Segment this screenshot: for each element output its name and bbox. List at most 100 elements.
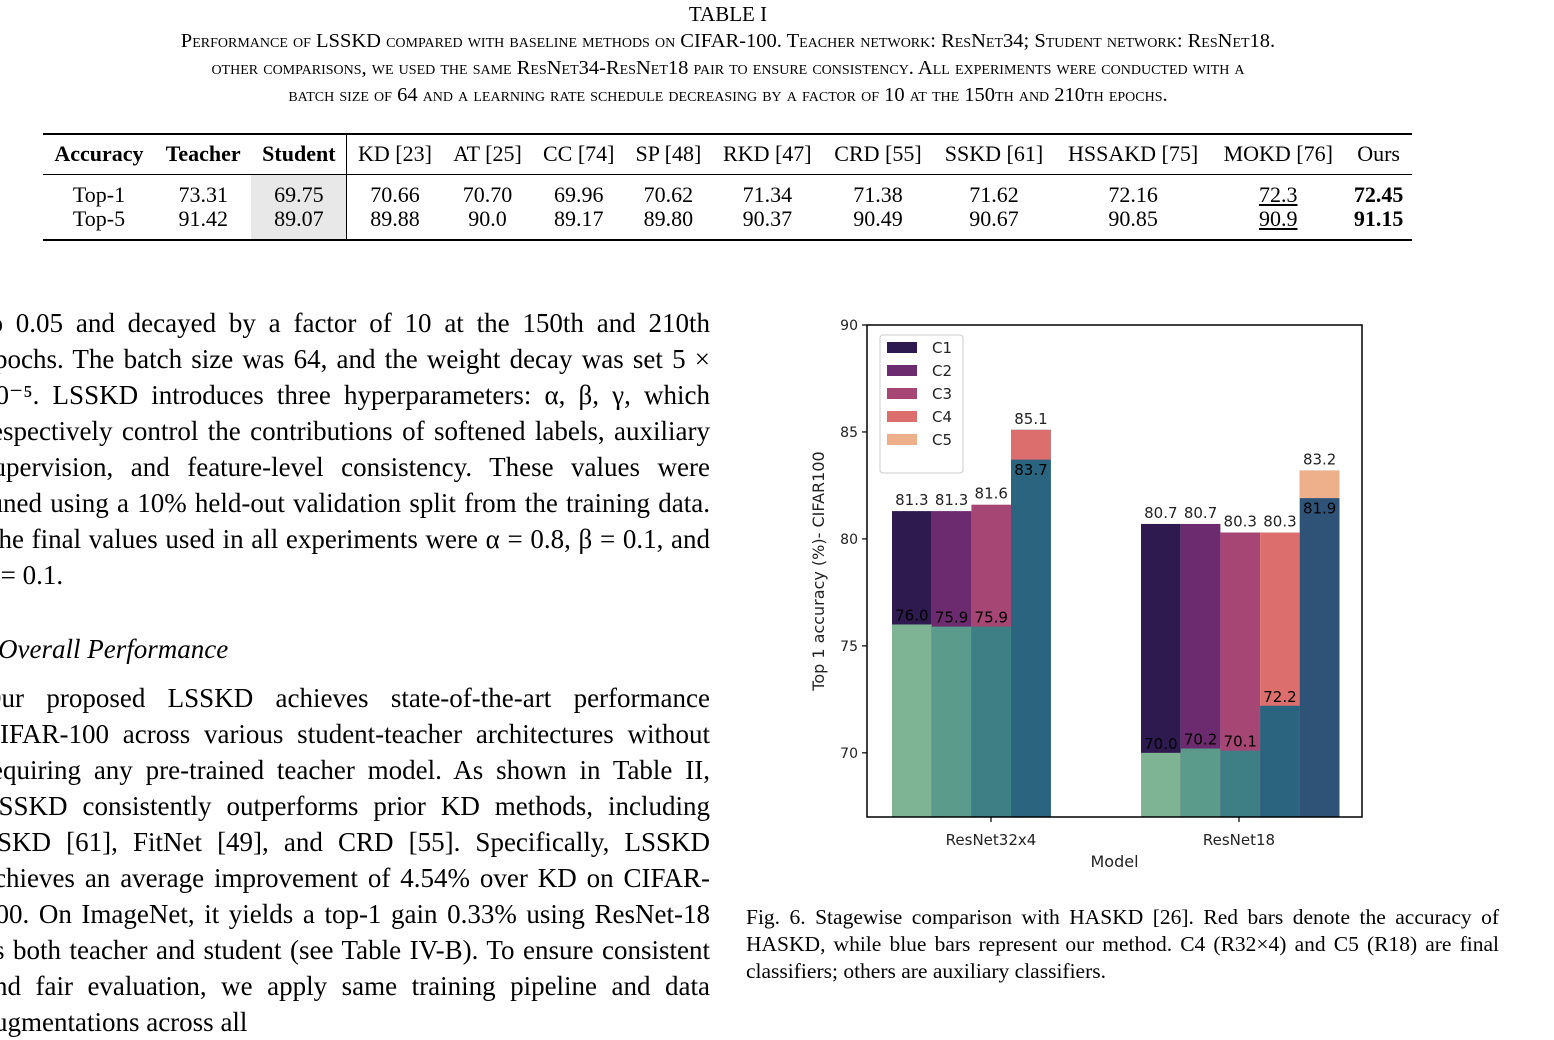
cell-sp: 70.62 [643, 182, 694, 207]
header-cc: CC [74] [532, 134, 626, 175]
haskd-data-label-top: 83.7 [1014, 461, 1047, 479]
haskd-data-label: 80.3 [1263, 512, 1296, 530]
ours-data-label: 75.9 [975, 609, 1008, 627]
cell-crd: 71.38 [853, 182, 903, 207]
cell-hssakd: 90.85 [1108, 206, 1158, 231]
ours-data-label: 76.0 [895, 606, 928, 624]
y-tick-label: 70 [840, 746, 858, 762]
bar-chart: 81.376.081.375.981.675.983.785.183.780.7… [809, 318, 1363, 871]
cell-at: 70.70 [462, 182, 513, 207]
cell-sskd: 71.62 [969, 182, 1019, 207]
paragraph-text: to 0.05 and decayed by a factor of 10 at… [0, 308, 710, 590]
ours-data-label: 85.1 [1014, 410, 1047, 428]
ours-bar [892, 624, 932, 817]
header-accuracy: Accuracy [43, 134, 155, 175]
y-axis-label: Top 1 accuracy (%)- CIFAR100 [809, 451, 828, 691]
legend-label: C5 [932, 431, 952, 449]
table-header-row: Accuracy Teacher Student KD [23] AT [25]… [43, 134, 1412, 175]
cell-cc: 89.17 [553, 206, 604, 231]
header-sp: SP [48] [625, 134, 712, 175]
cell-cc: 69.96 [553, 182, 604, 207]
legend-swatch [887, 411, 917, 422]
body-paragraph-2: Our proposed LSSKD achieves state-of-the… [0, 680, 710, 1040]
y-tick-label: 90 [840, 318, 858, 334]
x-tick-label: ResNet32x4 [946, 831, 1037, 849]
table-caption-line: batch size of 64 and a learning rate sch… [288, 84, 1168, 106]
header-crd: CRD [55] [823, 134, 933, 175]
x-axis-label: Model [1090, 852, 1138, 871]
figure-6: 81.376.081.375.981.675.983.785.183.780.7… [790, 305, 1390, 880]
body-paragraph-1: to 0.05 and decayed by a factor of 10 at… [0, 305, 710, 593]
cell-ours: 72.45 [1353, 182, 1404, 207]
header-ours: Ours [1345, 134, 1412, 175]
header-hssakd: HSSAKD [75] [1054, 134, 1212, 175]
ours-bar [931, 626, 972, 817]
x-tick-label: ResNet18 [1203, 831, 1275, 849]
paragraph-text: Our proposed LSSKD achieves state-of-the… [0, 683, 710, 1037]
legend-label: C3 [932, 385, 952, 403]
ours-bar [1180, 748, 1221, 817]
cell-crd: 90.49 [853, 206, 903, 231]
legend-swatch [887, 342, 917, 353]
legend-swatch [887, 365, 917, 376]
header-student: Student [251, 134, 348, 175]
row-label: Top-5 [72, 206, 126, 231]
results-table: Accuracy Teacher Student KD [23] AT [25]… [43, 133, 1412, 241]
legend-label: C2 [932, 362, 952, 380]
haskd-overlap-segment [1299, 470, 1340, 499]
plot-frame [866, 324, 1363, 818]
header-at: AT [25] [442, 134, 533, 175]
legend-swatch [887, 388, 917, 399]
haskd-data-label: 81.3 [935, 491, 968, 509]
ours-bar-lower [1011, 459, 1051, 817]
haskd-data-label: 80.3 [1224, 512, 1257, 530]
cell-mokd: 72.3 [1259, 182, 1298, 207]
haskd-data-label: 80.7 [1184, 504, 1217, 522]
ours-bar [971, 626, 1012, 817]
ours-data-label: 70.1 [1224, 733, 1257, 751]
y-tick-label: 85 [840, 425, 858, 441]
cell-teacher: 91.42 [178, 206, 228, 231]
ours-data-label: 83.2 [1303, 450, 1336, 468]
cell-kd: 70.66 [370, 182, 420, 207]
figure-caption: Fig. 6. Stagewise comparison with HASKD … [746, 905, 1499, 983]
row-label: Top-1 [72, 182, 126, 207]
header-mokd: MOKD [76] [1211, 134, 1346, 175]
legend-label: C1 [932, 339, 952, 357]
ours-bar [1220, 750, 1261, 817]
ours-data-label: 70.0 [1144, 735, 1177, 753]
ours-bar [1260, 705, 1300, 817]
table-caption: Performance of LSSKD compared with basel… [0, 28, 1466, 109]
haskd-data-label: 81.3 [895, 491, 928, 509]
cell-mokd: 90.9 [1259, 206, 1298, 231]
cell-at: 90.0 [468, 206, 507, 231]
cell-teacher: 73.31 [178, 182, 228, 207]
section-heading: Overall Performance [0, 634, 229, 664]
table-caption-line: other comparisons, we used the same ResN… [211, 57, 1245, 79]
haskd-overlap-segment [1011, 429, 1051, 460]
cell-student: 89.07 [251, 207, 348, 240]
ours-data-label: 72.2 [1263, 688, 1296, 706]
table-row: Top-5 91.42 89.07 89.88 90.0 89.17 89.80… [43, 207, 1412, 240]
y-tick-label: 75 [840, 639, 858, 655]
ours-bar [1141, 752, 1181, 817]
cell-hssakd: 72.16 [1108, 182, 1158, 207]
header-teacher: Teacher [154, 134, 252, 175]
haskd-data-label: 80.7 [1144, 504, 1177, 522]
legend-swatch [887, 434, 917, 445]
haskd-data-label: 81.6 [975, 485, 1008, 503]
ours-data-label: 75.9 [935, 609, 968, 627]
cell-rkd: 90.37 [742, 206, 793, 231]
ours-bar-lower [1299, 498, 1340, 817]
cell-ours: 91.15 [1353, 206, 1404, 231]
table-label: TABLE I [688, 2, 768, 26]
y-tick-label: 80 [840, 532, 858, 548]
header-rkd: RKD [47] [711, 134, 823, 175]
cell-sp: 89.80 [643, 206, 694, 231]
table-row: Top-1 73.31 69.75 70.66 70.70 69.96 70.6… [43, 174, 1412, 207]
header-sskd: SSKD [61] [932, 134, 1055, 175]
header-kd: KD [23] [346, 134, 443, 175]
table-caption-line: Performance of LSSKD compared with basel… [180, 30, 1276, 52]
haskd-data-label-top: 81.9 [1303, 499, 1336, 517]
ours-data-label: 70.2 [1184, 731, 1217, 749]
